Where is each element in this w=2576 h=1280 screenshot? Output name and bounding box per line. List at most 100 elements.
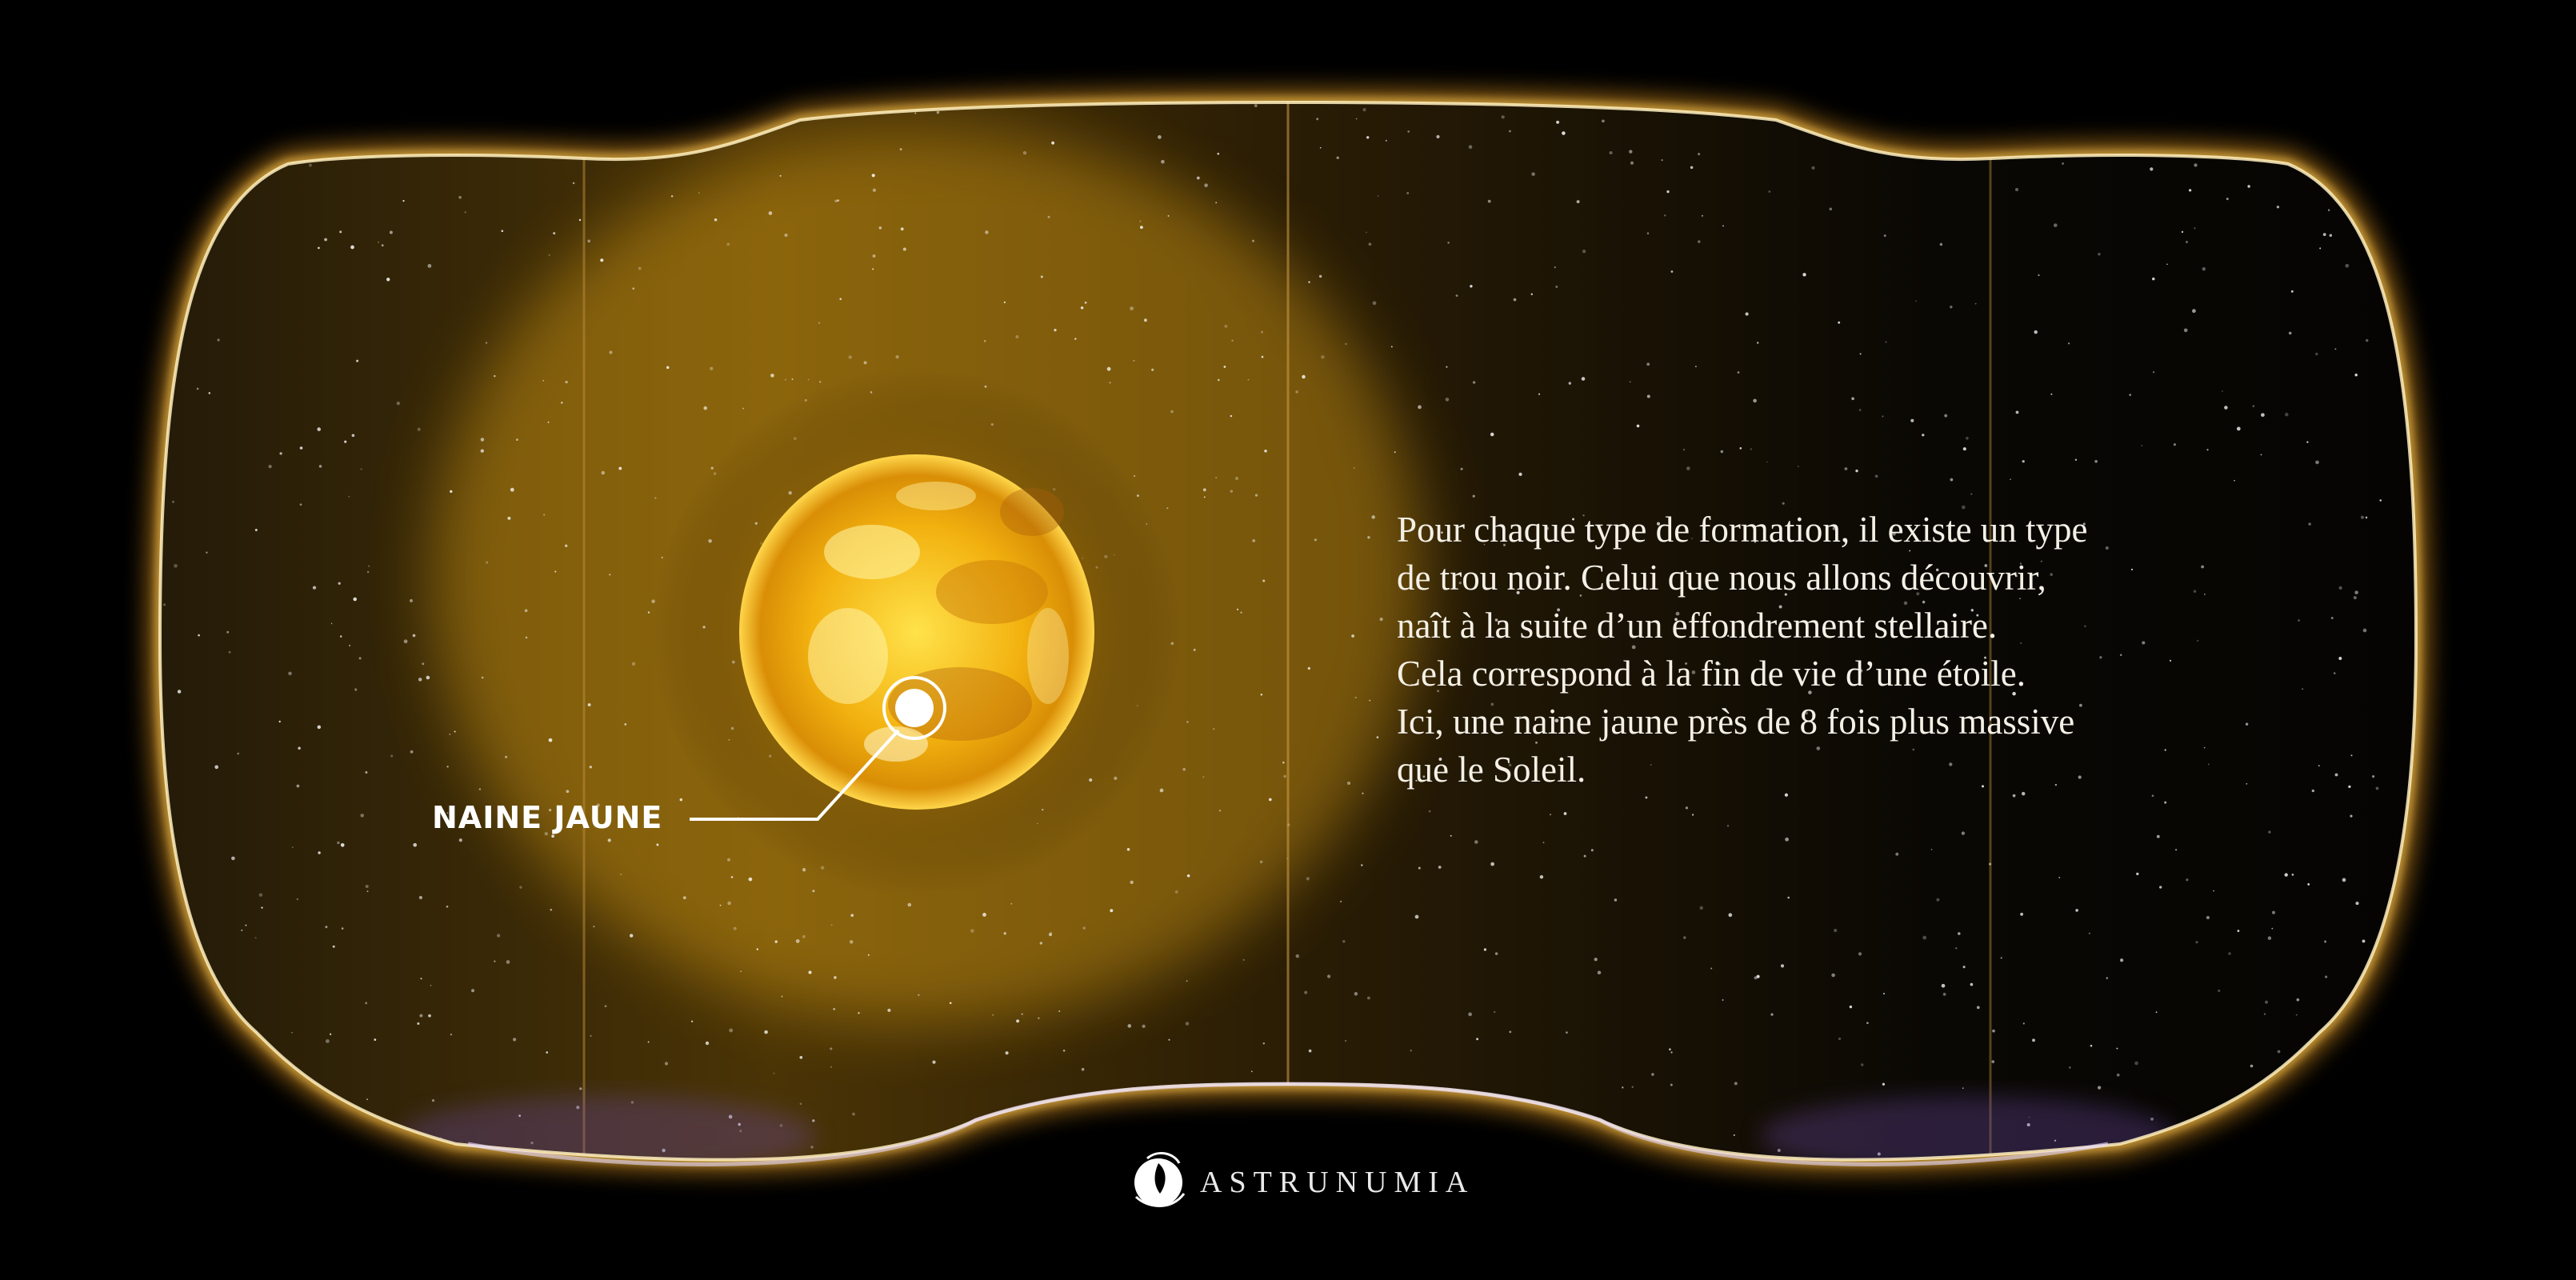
star-dot (1379, 618, 1383, 622)
marker-leader-line (690, 729, 900, 821)
star-dot (374, 1038, 377, 1041)
star-dot (1015, 335, 1019, 338)
star-dot (1811, 166, 1815, 170)
star-dot (2156, 834, 2160, 838)
star-dot (1602, 119, 1605, 123)
star-dot (1353, 466, 1355, 469)
star-dot (833, 1007, 836, 1010)
star-dot (403, 639, 408, 644)
star-dot (1367, 536, 1370, 539)
star-dot (206, 551, 208, 554)
star-dot (2012, 691, 2016, 696)
star-dot (2019, 598, 2021, 600)
star-dot (542, 379, 545, 382)
star-dot (1151, 368, 1154, 371)
star-dot (1368, 242, 1372, 246)
star-dot (1254, 494, 1258, 497)
star-dot (548, 254, 550, 256)
star-dot (226, 630, 230, 634)
star-dot (2094, 460, 2098, 463)
star-dot (1493, 1010, 1496, 1014)
star-dot (1304, 990, 1308, 994)
star-dot (446, 766, 449, 768)
star-dot (2068, 1066, 2071, 1069)
star-dot (2203, 746, 2206, 749)
star-dot (468, 810, 470, 813)
star-dot (339, 635, 342, 638)
star-dot (834, 199, 838, 202)
star-dot (2078, 775, 2082, 779)
star-dot (417, 427, 421, 431)
star-dot (1262, 1042, 1265, 1045)
star-dot (1474, 840, 1478, 844)
star-dot (1377, 195, 1379, 197)
star-dot (389, 230, 393, 234)
star-dot (1133, 359, 1135, 362)
star-dot (1622, 523, 1626, 527)
star-dot (547, 421, 550, 423)
star-dot (902, 247, 906, 251)
star-dot (1583, 854, 1586, 858)
star-dot (871, 174, 875, 178)
star-dot (1460, 467, 1463, 470)
star-dot (1307, 666, 1310, 670)
star-dot (1109, 382, 1111, 384)
star-marker-label: NAINE JAUNE (432, 800, 663, 835)
star-dot (1140, 226, 1143, 229)
star-dot (302, 114, 306, 118)
star-dot (818, 322, 821, 324)
star-dot (324, 238, 327, 242)
star-dot (1910, 418, 1914, 422)
star-dot (494, 960, 496, 962)
star-dot (2324, 940, 2327, 943)
star-dot (1242, 958, 1245, 961)
star-dot (2022, 1022, 2025, 1025)
star-dot (1302, 374, 1306, 379)
star-dot (1581, 377, 1586, 381)
star-dot (2247, 185, 2250, 188)
star-dot (1236, 608, 1239, 610)
star-dot (2130, 568, 2134, 570)
star-dot (740, 970, 742, 973)
star-dot (420, 978, 422, 980)
star-dot (1371, 515, 1375, 519)
star-dot (431, 1098, 435, 1102)
star-marker-hotspot[interactable] (882, 676, 946, 740)
star-dot (2268, 830, 2271, 834)
star-dot (795, 939, 800, 943)
star-dot (727, 901, 731, 906)
star-dot (2119, 654, 2122, 656)
star-dot (2308, 522, 2311, 526)
star-dot (2267, 936, 2272, 940)
star-dot (2015, 410, 2019, 414)
star-dot (1942, 993, 1946, 996)
star-dot (505, 755, 508, 758)
star-dot (2228, 952, 2231, 955)
star-dot (1691, 538, 1693, 539)
star-dot (258, 893, 263, 897)
star-dot (2166, 263, 2168, 266)
star-dot (1782, 502, 1785, 505)
star-dot (600, 258, 604, 262)
star-dot (1355, 118, 1358, 120)
star-dot (1202, 776, 1205, 778)
star-dot (1733, 1134, 1735, 1136)
star-dot (1645, 796, 1648, 799)
star-dot (1734, 1082, 1738, 1086)
star-dot (1670, 1051, 1673, 1054)
star-dot (208, 392, 211, 394)
star-dot (1016, 1019, 1020, 1023)
star-dot (317, 427, 321, 431)
star-dot (1582, 514, 1585, 517)
star-dot (2134, 1061, 2138, 1066)
star-dot (2362, 939, 2366, 943)
star-dot (318, 246, 320, 250)
star-dot (1930, 849, 1933, 850)
star-dot (1554, 266, 1556, 269)
star-dot (1572, 518, 1574, 521)
star-dot (661, 556, 663, 559)
star-dot (770, 374, 774, 378)
star-dot (1438, 758, 1442, 761)
star-dot (165, 167, 169, 171)
